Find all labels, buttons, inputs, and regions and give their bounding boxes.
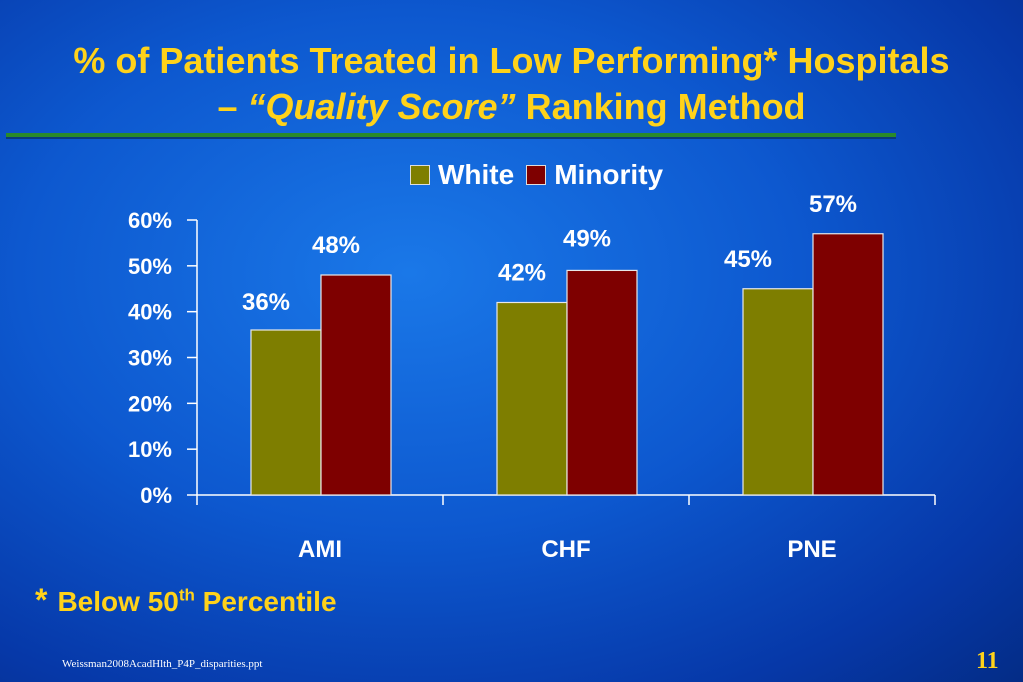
legend-label-minority: Minority xyxy=(554,159,664,190)
footnote-superscript: th xyxy=(178,585,195,605)
source-filename: Weissman2008AcadHlth_P4P_disparities.ppt xyxy=(62,658,263,670)
y-tick-label: 20% xyxy=(128,391,172,416)
x-category-label-chf: CHF xyxy=(541,536,590,563)
bar-minority-chf xyxy=(566,269,638,496)
data-label-minority-pne: 57% xyxy=(809,191,857,218)
y-tick-label: 10% xyxy=(128,437,172,462)
legend-item-white: White xyxy=(410,159,514,191)
footnote-tail: Percentile xyxy=(194,586,337,617)
y-tick-label: 50% xyxy=(128,254,172,279)
data-label-white-chf: 42% xyxy=(498,260,546,287)
x-category-label-pne: PNE xyxy=(787,536,836,563)
bar-minority-pne xyxy=(812,233,884,496)
slide-title: % of Patients Treated in Low Performing*… xyxy=(0,38,1023,130)
y-tick-label: 40% xyxy=(128,300,172,325)
title-line-1: % of Patients Treated in Low Performing*… xyxy=(73,40,950,81)
chart-legend: White Minority xyxy=(410,158,675,192)
page-number: 11 xyxy=(976,648,999,674)
x-category-label-ami: AMI xyxy=(298,536,342,563)
data-label-white-pne: 45% xyxy=(724,246,772,273)
bar-white-pne xyxy=(742,288,814,496)
y-tick-label: 0% xyxy=(140,483,172,508)
title-divider xyxy=(6,133,896,137)
y-tick-label: 30% xyxy=(128,346,172,371)
footnote-asterisk: * xyxy=(35,582,48,618)
title-line-2: – “Quality Score” Ranking Method xyxy=(0,84,1023,130)
legend-swatch-minority xyxy=(526,165,547,185)
bar-white-chf xyxy=(496,301,568,496)
title-quality-score: “Quality Score” xyxy=(247,86,516,127)
footnote-text: Below 50 xyxy=(57,586,179,617)
footnote: * Below 50th Percentile xyxy=(35,582,337,619)
bar-white-ami xyxy=(250,329,322,496)
legend-swatch-white xyxy=(410,165,430,185)
legend-item-minority: Minority xyxy=(526,159,663,191)
title-ranking-method: Ranking Method xyxy=(515,86,806,127)
y-tick-label: 60% xyxy=(128,208,172,233)
title-dash: – xyxy=(217,86,248,127)
data-label-minority-ami: 48% xyxy=(312,232,360,259)
data-label-minority-chf: 49% xyxy=(563,225,611,252)
data-label-white-ami: 36% xyxy=(242,289,290,316)
bar-minority-ami xyxy=(320,274,392,496)
legend-label-white: White xyxy=(438,159,515,190)
